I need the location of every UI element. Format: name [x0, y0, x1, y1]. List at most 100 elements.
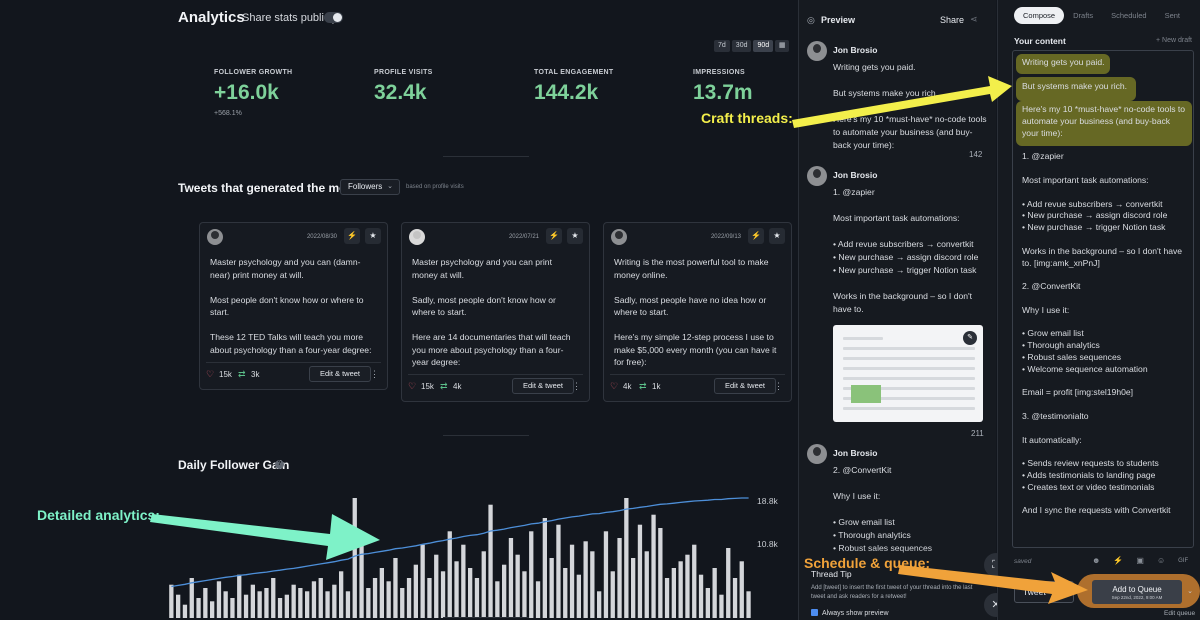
metric-dropdown[interactable]: Followers ⌄: [340, 179, 400, 195]
like-count: 4k: [623, 382, 632, 391]
edit-and-tweet-button[interactable]: Edit & tweet: [309, 366, 371, 382]
share-publicly-toggle[interactable]: [324, 12, 343, 23]
bolt-icon[interactable]: ⚡: [344, 228, 360, 244]
chart-bar: [542, 518, 547, 618]
stat-impressions: IMPRESSIONS 13.7m: [693, 69, 753, 105]
editor-paragraph: And I sync the requests with Convertkit: [1022, 505, 1171, 516]
author-name: Jon Brosio: [833, 448, 878, 458]
tweet-card-footer: ♡ 15k ⇄ 4k Edit & tweet ⋮: [408, 374, 583, 395]
chart-bar: [685, 554, 690, 618]
tab-compose[interactable]: Compose: [1014, 7, 1065, 24]
chart-bar: [243, 594, 249, 618]
tweet-paragraph: 1. @zapier: [833, 187, 875, 197]
chart-bar: [298, 588, 303, 618]
tweet-body: Writing gets you paid. But systems make …: [833, 61, 987, 165]
author-name: Jon Brosio: [833, 45, 878, 55]
star-icon[interactable]: ★: [365, 228, 381, 244]
tweet-paragraph: Here are 14 documentaries that will teac…: [412, 332, 571, 367]
more-options-icon[interactable]: ⋮: [572, 381, 581, 391]
chart-bar: [576, 574, 581, 618]
chart-bar: [339, 571, 344, 618]
chart-bar: [277, 598, 283, 618]
image-detail: [843, 387, 975, 390]
image-detail: [843, 367, 975, 370]
character-count: 211: [971, 429, 984, 438]
thread-tip-title: Thread Tip: [811, 569, 852, 579]
chart-bar: [739, 561, 744, 618]
edit-queue-link[interactable]: Edit queue: [1164, 610, 1196, 617]
tweet-paragraph: Here's my simple 12-step process I use t…: [614, 332, 777, 367]
calendar-icon[interactable]: ▦: [775, 40, 790, 52]
star-icon[interactable]: ★: [567, 228, 583, 244]
range-30d-button[interactable]: 30d: [731, 40, 752, 52]
gif-icon[interactable]: GIF: [1178, 558, 1189, 564]
tweet-button[interactable]: Tweet: [1014, 581, 1074, 603]
chevron-down-icon[interactable]: ⌄: [1187, 588, 1193, 595]
stat-follower-growth: FOLLOWER GROWTH +16.0k +568.1%: [214, 69, 292, 117]
chart-bar: [352, 498, 357, 618]
add-to-queue-button[interactable]: Add to Queue Sep 22nd, 2022, 9:00 AM: [1092, 580, 1182, 604]
chart-bar: [631, 558, 636, 618]
like-count: 15k: [421, 382, 434, 391]
always-show-preview-checkbox[interactable]: Always show preview: [811, 609, 889, 617]
star-icon[interactable]: ★: [769, 228, 785, 244]
range-7d-button[interactable]: 7d: [714, 40, 730, 52]
date-range-group: 7d 30d 90d ▦: [714, 40, 790, 52]
bolt-icon[interactable]: ⚡: [546, 228, 562, 244]
share-icon[interactable]: ⋖: [970, 14, 978, 24]
content-editor[interactable]: Writing gets you paid. But systems make …: [1012, 50, 1194, 548]
tab-scheduled[interactable]: Scheduled: [1111, 11, 1147, 20]
chart-bar: [400, 588, 405, 618]
stat-value: 13.7m: [693, 81, 753, 104]
editor-paragraph: Why I use it:: [1022, 304, 1070, 315]
robot-icon[interactable]: ☻: [1092, 556, 1101, 565]
avatar: [611, 229, 627, 245]
bolt-icon[interactable]: ⚡: [748, 228, 764, 244]
chart-bar: [624, 498, 629, 618]
tab-sent[interactable]: Sent: [1164, 11, 1181, 20]
more-options-icon[interactable]: ⋮: [774, 381, 783, 391]
divider: [443, 156, 529, 157]
emoji-icon[interactable]: ☺: [1156, 556, 1166, 565]
tweet-paragraph: But systems make you rich.: [833, 88, 939, 98]
image-detail: [843, 357, 975, 360]
chart-bar: [549, 558, 554, 618]
chart-bars: [169, 498, 751, 618]
tweet-body: Master psychology and you can (damn-near…: [210, 256, 378, 369]
chart-bar: [447, 531, 452, 618]
page-title: Analytics: [178, 9, 245, 26]
chart-bar: [284, 594, 289, 618]
chart-bar: [406, 578, 412, 618]
chart-bar: [345, 591, 351, 618]
queue-label: Add to Queue: [1112, 585, 1162, 594]
magic-wand-icon[interactable]: ✎: [963, 331, 977, 345]
bolt-icon[interactable]: ⚡: [1113, 556, 1124, 565]
stat-value: 144.2k: [534, 81, 599, 104]
annotation-craft-threads: Craft threads:: [701, 110, 793, 126]
editor-paragraph: Email = profit [img:stel19h0e]: [1022, 387, 1134, 398]
more-options-icon[interactable]: ⋮: [370, 369, 379, 379]
tweet-card: 2022/08/30 ⚡ ★ Master psychology and you…: [199, 222, 388, 390]
preview-title: Preview: [821, 15, 856, 25]
editor-toolbar: ☻ ⚡ ▣ ☺ GIF: [1092, 556, 1188, 567]
retweet-count: 1k: [652, 382, 661, 391]
chart-bar: [257, 591, 262, 618]
tab-drafts[interactable]: Drafts: [1073, 11, 1094, 20]
image-detail: [843, 347, 975, 350]
tweet-paragraph: Sadly, most people don't know how or whe…: [412, 294, 556, 318]
edit-and-tweet-button[interactable]: Edit & tweet: [512, 378, 574, 394]
new-draft-button[interactable]: + New draft: [1156, 37, 1192, 44]
edit-and-tweet-button[interactable]: Edit & tweet: [714, 378, 776, 394]
chart-bar: [610, 571, 615, 618]
chart-bar: [379, 568, 384, 618]
share-button[interactable]: Share: [940, 15, 965, 25]
range-90d-button[interactable]: 90d: [753, 40, 774, 52]
editor-paragraph: 1. @zapier: [1022, 151, 1064, 162]
checkbox-label: Always show preview: [822, 610, 889, 617]
image-icon[interactable]: ▣: [1136, 556, 1144, 565]
editor-paragraph: • Grow email list • Thorough analytics •…: [1022, 328, 1148, 374]
help-icon[interactable]: ?: [275, 460, 284, 469]
chart-bar: [502, 564, 507, 618]
chart-bar: [440, 571, 446, 618]
like-count: 15k: [219, 370, 232, 379]
